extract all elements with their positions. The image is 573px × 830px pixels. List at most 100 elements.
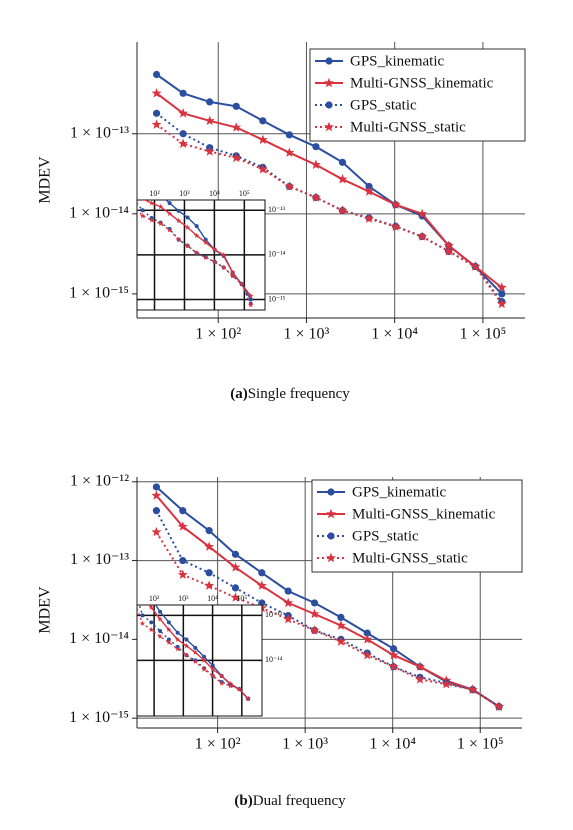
circle-marker	[184, 637, 189, 642]
x-tick-label: 1 × 10³	[282, 736, 328, 753]
star-marker	[415, 661, 425, 671]
legend-label: Multi-GNSS_kinematic	[352, 506, 496, 522]
y-tick-label: 1 × 10⁻¹²	[70, 472, 129, 489]
series-line	[155, 494, 500, 708]
circle-marker	[202, 654, 207, 659]
star-marker	[210, 673, 216, 679]
inset-x-tick-label: 10⁵	[236, 594, 247, 603]
circle-marker	[232, 102, 240, 110]
series-line	[155, 510, 500, 708]
star-marker	[192, 658, 198, 664]
inset-x-tick-label: 10⁴	[207, 594, 218, 603]
legend-label: GPS_kinematic	[350, 53, 445, 69]
circle-marker	[327, 532, 335, 540]
star-marker	[140, 200, 145, 202]
y-tick-label: 1 × 10⁻¹³	[70, 551, 129, 568]
star-marker	[157, 616, 163, 622]
star-marker	[148, 626, 154, 633]
inset-x-tick-label: 10³	[178, 594, 189, 603]
y-axis-label: MDEV	[37, 586, 54, 634]
star-marker	[284, 147, 295, 157]
star-marker	[157, 220, 164, 226]
star-marker	[227, 683, 234, 689]
x-tick-label: 1 × 10²	[195, 326, 241, 343]
star-marker	[211, 246, 218, 253]
star-marker	[496, 298, 507, 309]
series-line	[155, 531, 500, 708]
star-marker	[441, 678, 452, 689]
caption-panel: (b)	[234, 793, 252, 809]
inset-y-tick-label: 10⁻¹³	[265, 610, 283, 619]
star-marker	[221, 252, 227, 258]
star-marker	[230, 272, 236, 279]
legend-label: GPS_kinematic	[352, 484, 447, 500]
star-marker	[218, 673, 225, 679]
star-marker	[151, 88, 162, 98]
star-marker	[177, 569, 188, 579]
star-marker	[157, 633, 163, 639]
star-marker	[415, 674, 425, 684]
star-marker	[157, 203, 164, 210]
circle-marker	[325, 101, 333, 109]
caption: (b)Dual frequency	[234, 793, 346, 809]
star-marker	[245, 695, 251, 702]
circle-marker	[206, 98, 214, 106]
star-marker	[204, 541, 215, 551]
circle-marker	[327, 488, 335, 496]
star-marker	[337, 174, 348, 184]
star-marker	[335, 636, 346, 646]
circle-marker	[205, 527, 213, 535]
star-marker	[204, 115, 215, 126]
circle-marker	[194, 224, 199, 229]
star-marker	[202, 254, 209, 260]
star-marker	[131, 202, 137, 207]
star-marker	[193, 232, 200, 238]
star-marker	[309, 608, 320, 619]
circle-marker	[132, 175, 136, 179]
y-tick-label: 1 × 10⁻¹⁴	[69, 205, 129, 222]
inset-lines	[131, 571, 251, 702]
circle-marker	[284, 587, 292, 595]
star-marker	[326, 508, 336, 519]
circle-marker	[166, 620, 171, 625]
star-marker	[201, 666, 207, 672]
star-marker	[184, 224, 191, 230]
star-marker	[131, 596, 137, 601]
star-marker	[231, 122, 242, 132]
star-marker	[192, 649, 198, 655]
circle-marker	[363, 629, 371, 637]
star-marker	[166, 639, 172, 645]
circle-marker	[259, 117, 267, 125]
inset-x-tick-label: 10³	[179, 189, 190, 198]
star-marker	[443, 246, 454, 256]
star-marker	[139, 620, 146, 626]
circle-marker	[338, 158, 347, 166]
y-tick-label: 1 × 10⁻¹³	[70, 124, 129, 141]
star-marker	[239, 281, 245, 287]
star-marker	[221, 264, 227, 270]
star-marker	[390, 221, 401, 231]
inset-x-tick-label: 10⁵	[239, 189, 250, 198]
circle-marker	[152, 483, 161, 491]
inset: 10² 10³ 10⁴ 10⁵ 10⁻¹³ 10⁻¹⁴ 10⁻¹⁵	[131, 175, 286, 311]
legend-box	[309, 48, 526, 142]
circle-marker	[179, 89, 187, 97]
star-marker	[174, 636, 181, 642]
inset-lines	[131, 175, 254, 308]
inset-x-tick-label: 10²	[149, 594, 160, 603]
series-line	[137, 208, 252, 306]
legend-label: GPS_static	[352, 528, 419, 544]
star-marker	[248, 293, 254, 299]
star-marker	[494, 701, 504, 711]
star-marker	[183, 643, 190, 649]
star-marker	[210, 666, 216, 672]
circle-marker	[132, 571, 136, 575]
star-marker	[151, 526, 162, 537]
x-tick-label: 1 × 10⁵	[460, 326, 507, 343]
y-axis-label: MDEV	[37, 156, 54, 204]
circle-marker	[258, 569, 266, 577]
inset-y-tick-label: 10⁻¹³	[268, 205, 286, 214]
series-line	[156, 123, 503, 305]
star-marker	[174, 646, 181, 652]
y-tick-label: 1 × 10⁻¹⁵	[69, 709, 129, 726]
